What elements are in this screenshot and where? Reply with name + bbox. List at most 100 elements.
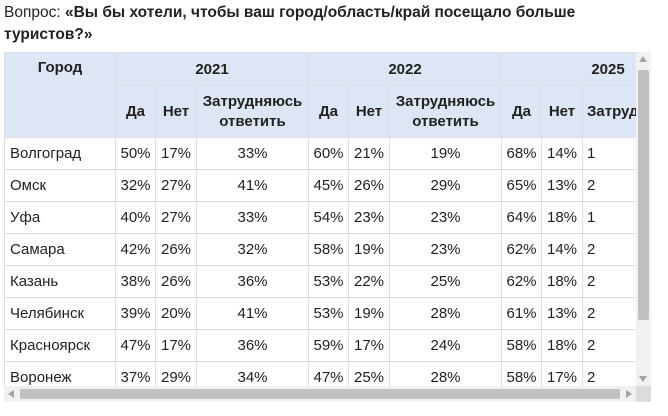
value-cell: 2	[582, 169, 636, 202]
value-cell: 20%	[155, 297, 197, 330]
scroll-right-arrow-icon[interactable]	[626, 390, 632, 398]
value-cell: 29%	[389, 169, 502, 202]
year-header-2025: 2025	[501, 52, 636, 86]
scroll-left-arrow-icon[interactable]	[8, 390, 14, 398]
value-cell: 25%	[389, 265, 502, 298]
value-cell: 50%	[115, 137, 156, 170]
table-row: Самара 42% 26% 32% 58% 19% 23% 62% 14% 2	[4, 233, 636, 266]
scroll-down-arrow-icon[interactable]	[639, 376, 647, 382]
value-cell: 53%	[308, 265, 349, 298]
value-cell: 59%	[308, 329, 349, 362]
year-header-2022: 2022	[308, 52, 502, 86]
value-cell: 28%	[389, 297, 502, 330]
value-cell: 2	[582, 265, 636, 298]
value-cell: 28%	[389, 361, 502, 386]
value-cell: 19%	[348, 297, 390, 330]
value-cell: 36%	[196, 265, 309, 298]
scrollbar-corner	[636, 386, 651, 402]
table-row: Челябинск 39% 20% 41% 53% 19% 28% 61% 13% 2	[4, 297, 636, 330]
scroll-up-arrow-icon[interactable]	[639, 56, 647, 62]
value-cell: 25%	[348, 361, 390, 386]
value-cell: 53%	[308, 297, 349, 330]
value-cell: 29%	[155, 361, 197, 386]
question-body: «Вы бы хотели, чтобы ваш город/область/к…	[4, 4, 576, 43]
value-cell: 24%	[389, 329, 502, 362]
table-body: Волгоград 50% 17% 33% 60% 21% 19% 68% 14% 1 Омск 32…	[4, 137, 636, 386]
value-cell: 2	[582, 297, 636, 330]
value-cell: 22%	[348, 265, 390, 298]
value-cell: 2	[582, 361, 636, 386]
city-cell: Красноярск	[4, 329, 116, 362]
unsure-header: Затрудняюсь ответить	[196, 85, 309, 138]
unsure-header: Затруд отве	[582, 85, 636, 138]
value-cell: 18%	[541, 329, 583, 362]
city-cell: Уфа	[4, 201, 116, 234]
value-cell: 17%	[541, 361, 583, 386]
table-viewport[interactable]: Город 2021 2022 2025 Да Нет Затрудняюсь …	[4, 52, 636, 386]
value-cell: 58%	[501, 329, 542, 362]
value-cell: 32%	[196, 233, 309, 266]
question-prefix: Вопрос:	[4, 4, 65, 21]
value-cell: 17%	[155, 329, 197, 362]
value-cell: 45%	[308, 169, 349, 202]
value-cell: 37%	[115, 361, 156, 386]
yes-header: Да	[115, 85, 156, 138]
table-row: Красноярск 47% 17% 36% 59% 17% 24% 58% 18% 2	[4, 329, 636, 362]
value-cell: 61%	[501, 297, 542, 330]
city-cell: Казань	[4, 265, 116, 298]
value-cell: 40%	[115, 201, 156, 234]
value-cell: 54%	[308, 201, 349, 234]
horizontal-scrollbar[interactable]	[4, 386, 636, 402]
value-cell: 41%	[196, 297, 309, 330]
value-cell: 36%	[196, 329, 309, 362]
value-cell: 47%	[115, 329, 156, 362]
table-row: Казань 38% 26% 36% 53% 22% 25% 62% 18% 2	[4, 265, 636, 298]
value-cell: 2	[582, 329, 636, 362]
value-cell: 2	[582, 233, 636, 266]
table-row: Омск 32% 27% 41% 45% 26% 29% 65% 13% 2	[4, 169, 636, 202]
city-cell: Челябинск	[4, 297, 116, 330]
value-cell: 62%	[501, 265, 542, 298]
horizontal-scroll-thumb[interactable]	[20, 389, 620, 399]
value-cell: 42%	[115, 233, 156, 266]
year-header-2021: 2021	[115, 52, 309, 86]
value-cell: 39%	[115, 297, 156, 330]
city-cell: Волгоград	[4, 137, 116, 170]
question-text: Вопрос: «Вы бы хотели, чтобы ваш город/о…	[4, 2, 644, 46]
value-cell: 58%	[308, 233, 349, 266]
value-cell: 38%	[115, 265, 156, 298]
value-cell: 21%	[348, 137, 390, 170]
value-cell: 23%	[389, 201, 502, 234]
value-cell: 1	[582, 137, 636, 170]
value-cell: 27%	[155, 201, 197, 234]
value-cell: 23%	[348, 201, 390, 234]
yes-header: Да	[308, 85, 349, 138]
value-cell: 19%	[348, 233, 390, 266]
value-cell: 58%	[501, 361, 542, 386]
value-cell: 18%	[541, 201, 583, 234]
value-cell: 62%	[501, 233, 542, 266]
value-cell: 13%	[541, 297, 583, 330]
value-cell: 23%	[389, 233, 502, 266]
no-header: Нет	[348, 85, 390, 138]
city-cell: Воронеж	[4, 361, 116, 386]
value-cell: 26%	[155, 265, 197, 298]
survey-table: Город 2021 2022 2025 Да Нет Затрудняюсь …	[4, 52, 636, 386]
vertical-scrollbar[interactable]	[636, 52, 651, 386]
table-row: Воронеж 37% 29% 34% 47% 25% 28% 58% 17% 2	[4, 361, 636, 386]
value-cell: 68%	[501, 137, 542, 170]
value-cell: 13%	[541, 169, 583, 202]
value-cell: 17%	[348, 329, 390, 362]
value-cell: 60%	[308, 137, 349, 170]
value-cell: 27%	[155, 169, 197, 202]
city-cell: Самара	[4, 233, 116, 266]
value-cell: 64%	[501, 201, 542, 234]
vertical-scroll-thumb[interactable]	[638, 70, 649, 320]
table-row: Уфа 40% 27% 33% 54% 23% 23% 64% 18% 1	[4, 201, 636, 234]
value-cell: 17%	[155, 137, 197, 170]
value-cell: 65%	[501, 169, 542, 202]
unsure-header: Затрудняюсь ответить	[389, 85, 502, 138]
city-cell: Омск	[4, 169, 116, 202]
value-cell: 32%	[115, 169, 156, 202]
value-cell: 14%	[541, 137, 583, 170]
